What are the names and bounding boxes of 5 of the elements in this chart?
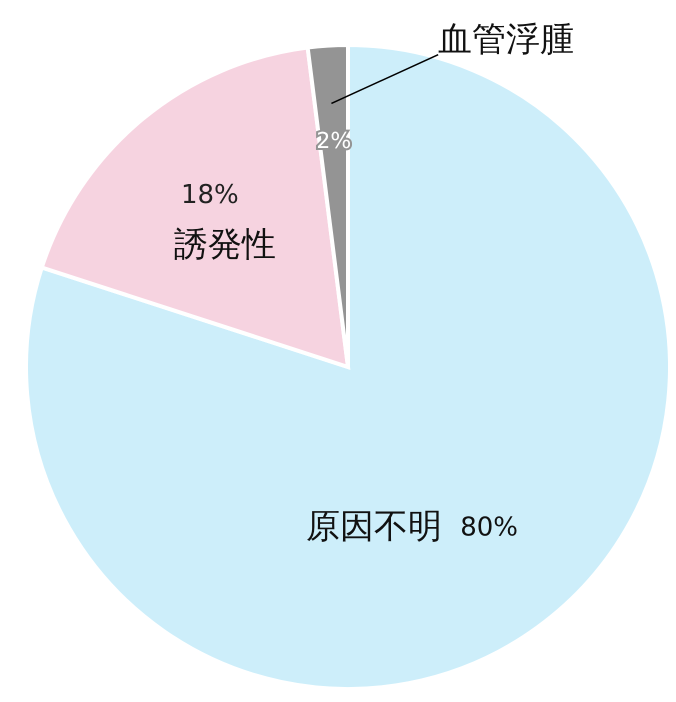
slice-label: 血管浮腫 (438, 20, 574, 60)
slice-label: 原因不明 (306, 506, 442, 547)
data-label: 18% (180, 180, 239, 210)
slice-label: 誘発性 (174, 224, 276, 264)
data-label: 80% (460, 512, 518, 542)
